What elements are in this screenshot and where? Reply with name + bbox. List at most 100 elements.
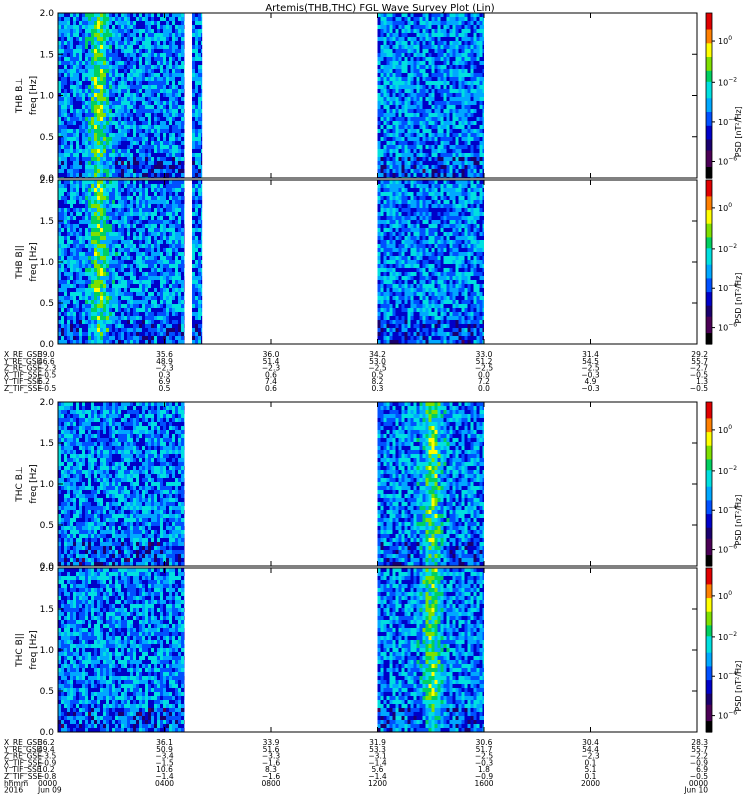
y-tick-label: 0.5 <box>40 687 54 697</box>
ephemeris-value: 55.7 <box>691 357 708 366</box>
ephemeris-value: 36.0 <box>263 350 280 359</box>
ephemeris-value: Jun 10 <box>683 786 708 795</box>
colorbar-tick-label: 10−4 <box>718 504 737 515</box>
ephemeris-value: −2.3 <box>581 752 599 761</box>
ephemeris-value: 36.2 <box>38 738 55 747</box>
ephemeris-value: 28.3 <box>691 738 708 747</box>
ephemeris-row-label: Y_TIF_SSE <box>3 765 42 774</box>
ephemeris-value: 49.4 <box>38 745 55 754</box>
colorbar-tick-label: 10−6 <box>718 322 737 333</box>
y-tick-label: 1.0 <box>40 92 55 102</box>
y-axis-unit: freq [Hz] <box>29 630 39 669</box>
ephemeris-value: 7.4 <box>265 377 277 386</box>
ephemeris-value: −1.4 <box>368 758 386 767</box>
ephemeris-value: −0.8 <box>38 772 56 781</box>
figure-title: Artemis(THB,THC) FGL Wave Survey Plot (L… <box>265 3 494 14</box>
ephemeris-value: 29.2 <box>691 350 708 359</box>
colorbar-tick-label: 100 <box>718 35 732 46</box>
colorbar-tick-label: 10−2 <box>718 631 737 642</box>
ephemeris-value: 48.9 <box>156 357 173 366</box>
y-axis-title: THB B⊥ <box>15 78 25 114</box>
y-tick-label: 0.0 <box>40 562 55 572</box>
ephemeris-value: 0000 <box>38 779 57 788</box>
ephemeris-value: 31.9 <box>369 738 386 747</box>
ephemeris-value: 54.4 <box>582 745 599 754</box>
colorbar-label: PSD [nT²/Hz] <box>734 495 743 546</box>
ephemeris-value: 6.9 <box>696 765 708 774</box>
ephemeris-value: −0.3 <box>581 370 599 379</box>
ephemeris-value: 0.6 <box>265 384 277 393</box>
ephemeris-value: 0.6 <box>265 370 277 379</box>
ephemeris-value: 10.2 <box>38 765 55 774</box>
ephemeris-value: 46.6 <box>38 357 55 366</box>
ephemeris-row-label: Z_RE_GSE <box>4 364 42 373</box>
ephemeris-value: 33.0 <box>476 350 493 359</box>
colorbar-label: PSD [nT²/Hz] <box>734 661 743 712</box>
ephemeris-value: −1.6 <box>262 772 280 781</box>
ephemeris-value: 0.1 <box>585 772 597 781</box>
ephemeris-value: 0400 <box>155 779 174 788</box>
ephemeris-value: 55.7 <box>691 745 708 754</box>
ephemeris-row-label: Y_TIF_SSE <box>3 377 42 386</box>
colorbar-label: PSD [nT²/Hz] <box>734 273 743 324</box>
spectrogram-cells <box>58 180 484 344</box>
ephemeris-value: 34.2 <box>369 350 386 359</box>
ephemeris-value: −0.3 <box>475 758 493 767</box>
ephemeris-row-label: Y_RE_GSE <box>3 745 42 754</box>
spectrogram-cells <box>58 568 484 732</box>
ephemeris-value: −0.9 <box>38 758 56 767</box>
y-tick-label: 1.5 <box>40 605 54 615</box>
spectrogram-cells <box>58 13 484 178</box>
ephemeris-value: −0.5 <box>38 384 56 393</box>
ephemeris-value: −2.3 <box>155 364 173 373</box>
ephemeris-value: 53.0 <box>369 357 386 366</box>
ephemeris-value: −0.5 <box>690 772 708 781</box>
colorbar-tick-label: 10−4 <box>718 282 737 293</box>
ephemeris-value: 5.6 <box>372 765 384 774</box>
ephemeris-value: Jun 09 <box>37 786 62 795</box>
ephemeris-value: 4.9 <box>585 377 597 386</box>
ephemeris-value: −3.5 <box>38 752 56 761</box>
ephemeris-value: 33.9 <box>263 738 280 747</box>
colorbar-tick-label: 10−6 <box>718 544 737 555</box>
ephemeris-value: −0.5 <box>38 370 56 379</box>
y-axis-unit: freq [Hz] <box>29 76 39 115</box>
ephemeris-value: 0.1 <box>585 758 597 767</box>
ephemeris-value: 6.9 <box>159 377 171 386</box>
ephemeris-value: 1.8 <box>478 765 490 774</box>
colorbar-tick-label: 10−2 <box>718 465 737 476</box>
colorbar-label: PSD [nT²/Hz] <box>734 106 743 157</box>
y-tick-label: 2.0 <box>40 9 55 19</box>
ephemeris-value: 0.5 <box>159 384 171 393</box>
ephemeris-value: −2.5 <box>475 364 493 373</box>
panel-thc-bperp: 2.0 1.5 1.0 0.5 0.0 THC B⊥ freq [Hz] 100 10−2 10−… <box>15 398 743 572</box>
ephemeris-value: −1.5 <box>155 758 173 767</box>
ephemeris-row-label: X_TIF_SSE <box>4 370 42 379</box>
ephemeris-row-label: 2016 <box>4 786 23 795</box>
colorbar-tick-label: 10−4 <box>718 116 737 127</box>
ephemeris-value: 8.3 <box>265 765 277 774</box>
y-axis-title: THB B|| <box>15 245 25 280</box>
y-tick-label: 0.0 <box>40 340 55 350</box>
ephemeris-value: 53.3 <box>369 745 386 754</box>
ephemeris-row-label: Z_TIF_SSE <box>4 384 42 393</box>
ephemeris-row-label: X_RE_GSE <box>4 350 42 359</box>
ephemeris-value: −0.9 <box>690 758 708 767</box>
y-tick-label: 1.0 <box>40 258 55 268</box>
colorbar-tick-label: 10−4 <box>718 670 737 681</box>
ephemeris-value: 51.7 <box>476 745 493 754</box>
ephemeris-value: 0.3 <box>372 384 384 393</box>
ephemeris-value: −2.2 <box>690 752 708 761</box>
ephemeris-value: 1200 <box>368 779 387 788</box>
ephemeris-value: −2.5 <box>475 752 493 761</box>
colorbar-tick-label: 100 <box>718 590 732 601</box>
y-axis-title: THC B|| <box>15 633 25 668</box>
ephemeris-value: 51.2 <box>476 357 493 366</box>
ephemeris-value: 2000 <box>581 779 600 788</box>
ephemeris-value: 39.0 <box>38 350 55 359</box>
